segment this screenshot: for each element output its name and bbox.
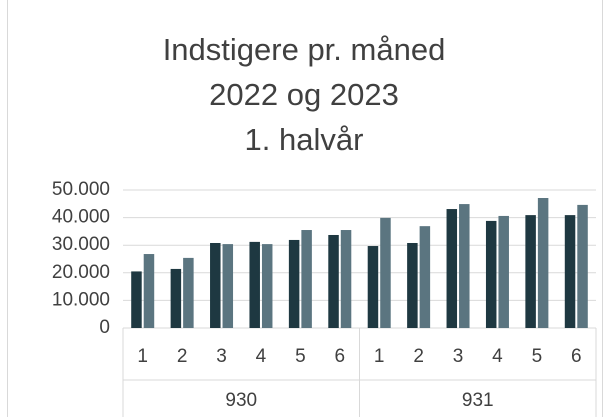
- y-tick-label: 20.000: [52, 262, 110, 283]
- x-tick-label: 4: [256, 346, 267, 367]
- bar: [340, 230, 352, 328]
- y-tick-label: 40.000: [52, 207, 110, 228]
- chart-title: 1. halvår: [245, 122, 364, 157]
- bar: [577, 204, 588, 328]
- bar: [525, 215, 536, 328]
- y-tick-label: 0: [99, 317, 110, 338]
- group-label: 930: [225, 390, 257, 411]
- bar: [301, 230, 312, 328]
- x-tick-label: 5: [532, 346, 543, 367]
- bar: [170, 268, 182, 328]
- bar: [380, 217, 391, 328]
- bar: [498, 215, 509, 328]
- x-tick-label: 1: [137, 346, 148, 367]
- x-tick-label: 6: [335, 346, 346, 367]
- bar: [261, 244, 273, 328]
- y-tick-label: 50.000: [52, 179, 110, 200]
- chart-border: [7, 0, 603, 417]
- bar: [485, 220, 497, 328]
- bar: [210, 242, 221, 328]
- bar: [143, 254, 155, 328]
- bar: [419, 226, 431, 328]
- x-tick-label: 6: [571, 346, 582, 367]
- bar: [459, 204, 470, 328]
- bar: [328, 234, 339, 328]
- chart-title: 2022 og 2023: [209, 77, 399, 112]
- x-tick-label: 3: [216, 346, 227, 367]
- bar: [131, 271, 142, 328]
- bar: [367, 246, 379, 328]
- y-tick-label: 10.000: [52, 289, 110, 310]
- x-tick-label: 5: [295, 346, 306, 367]
- x-tick-label: 2: [177, 346, 188, 367]
- bar: [446, 209, 458, 328]
- bar: [564, 215, 576, 328]
- bar: [537, 198, 549, 328]
- group-label: 931: [462, 390, 494, 411]
- chart-title: Indstigere pr. måned: [163, 32, 446, 67]
- bar: [288, 239, 300, 328]
- bar: [222, 244, 234, 328]
- y-tick-label: 30.000: [52, 234, 110, 255]
- x-tick-label: 4: [492, 346, 503, 367]
- x-tick-label: 1: [374, 346, 385, 367]
- bar: [183, 257, 194, 328]
- bar: [407, 242, 418, 328]
- x-tick-label: 3: [453, 346, 464, 367]
- bar: [249, 241, 260, 328]
- x-tick-label: 2: [413, 346, 424, 367]
